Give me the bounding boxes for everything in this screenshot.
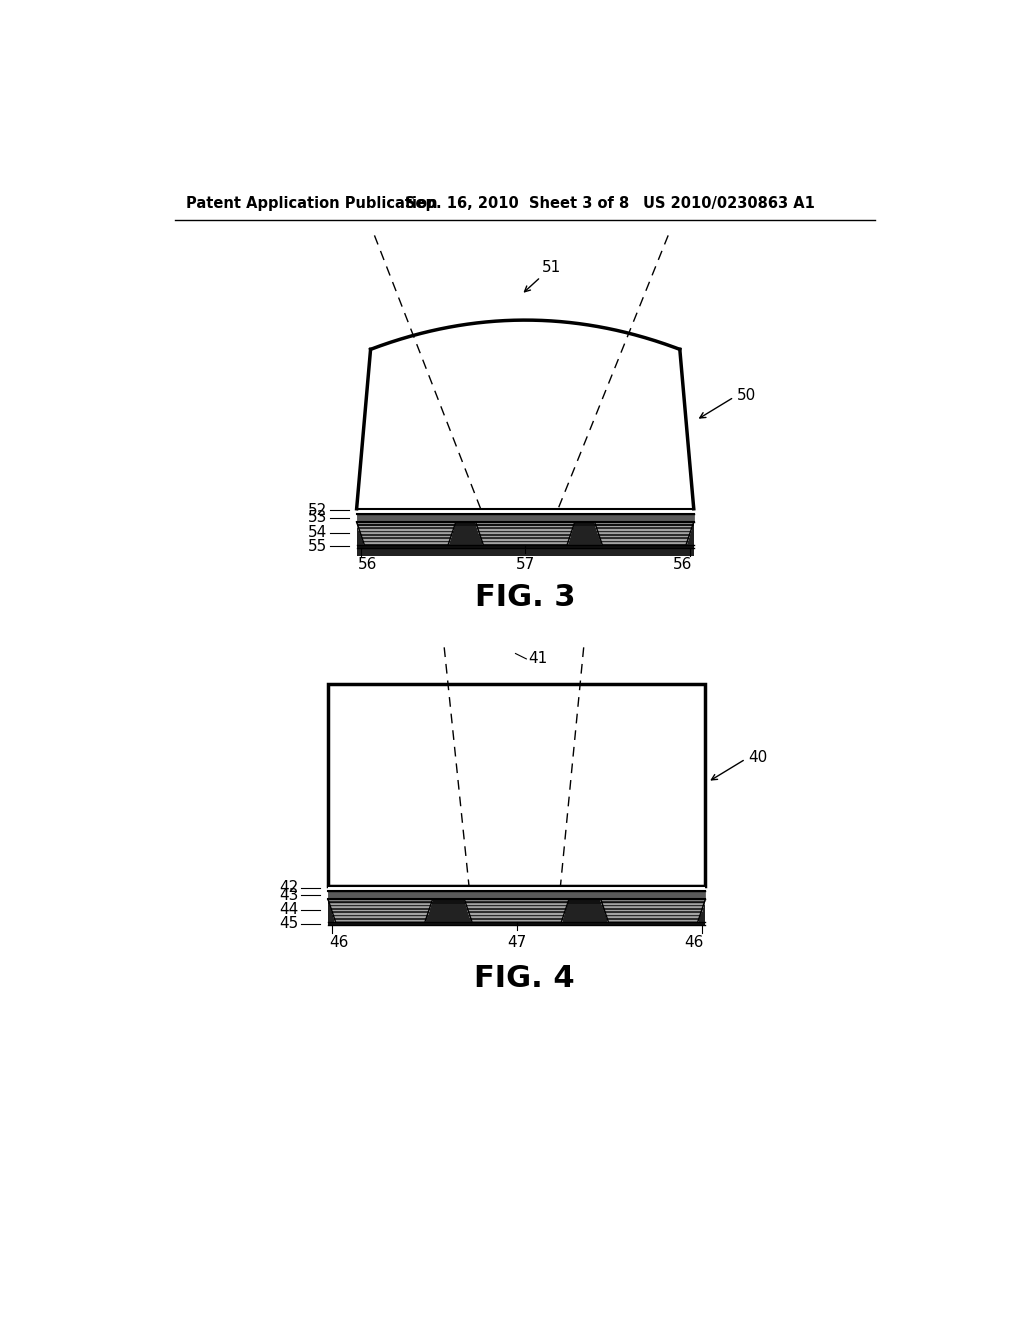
Text: 56: 56 [673,557,692,573]
Text: 54: 54 [308,525,328,540]
Text: FIG. 4: FIG. 4 [474,964,575,993]
Text: 46: 46 [330,935,349,949]
Text: 51: 51 [543,260,561,276]
Text: 40: 40 [748,750,767,766]
Bar [328,923,706,925]
Bar [328,899,706,904]
Bar [328,684,706,886]
Polygon shape [464,899,569,923]
Bar [356,521,693,527]
Text: 50: 50 [736,388,756,403]
Text: 47: 47 [507,935,526,949]
Text: US 2010/0230863 A1: US 2010/0230863 A1 [643,195,815,211]
Text: Sep. 16, 2010  Sheet 3 of 8: Sep. 16, 2010 Sheet 3 of 8 [406,195,630,211]
Text: 43: 43 [280,888,299,903]
Bar [328,891,706,899]
Polygon shape [475,521,574,545]
Text: 46: 46 [684,935,703,949]
Text: 44: 44 [280,903,299,917]
Text: 56: 56 [358,557,378,573]
Text: 41: 41 [528,651,547,667]
Polygon shape [595,521,693,545]
Bar [328,891,706,925]
Bar [356,515,693,521]
Text: 57: 57 [515,557,535,573]
Text: FIG. 3: FIG. 3 [474,583,575,611]
Polygon shape [356,321,693,508]
Polygon shape [356,521,456,545]
Text: Patent Application Publication: Patent Application Publication [186,195,437,211]
Bar [328,886,706,891]
Bar [356,513,693,557]
Bar [356,508,693,515]
Polygon shape [601,899,706,923]
Text: 53: 53 [308,511,328,525]
Text: 52: 52 [308,503,328,517]
Text: 45: 45 [280,916,299,932]
Text: 55: 55 [308,539,328,554]
Bar [356,545,693,548]
Polygon shape [328,899,432,923]
Text: 42: 42 [280,880,299,895]
